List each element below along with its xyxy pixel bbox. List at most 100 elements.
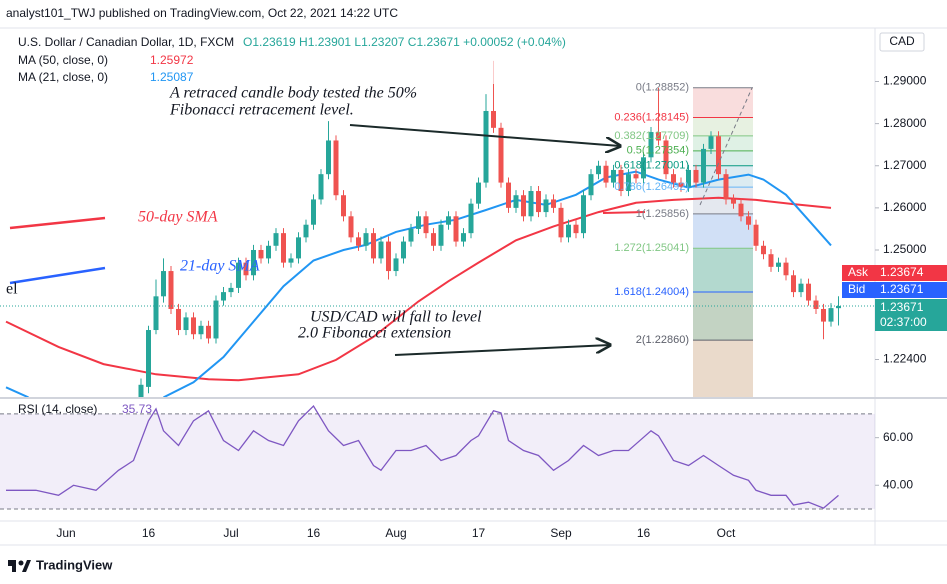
- legend-value: 1.25972: [150, 53, 194, 67]
- fib-label: 0.786(1.26492): [614, 181, 689, 193]
- rsi-value: 35.73: [122, 402, 152, 416]
- rsi-band: [0, 413, 875, 510]
- candle-body: [393, 258, 399, 272]
- candle-body: [483, 110, 489, 183]
- candle-body: [206, 325, 211, 339]
- x-tick-label: Jun: [56, 526, 75, 540]
- candle-body: [138, 384, 144, 397]
- candle-body: [176, 308, 181, 331]
- arrow: [394, 345, 610, 356]
- x-tick-label: 17: [472, 526, 486, 540]
- fib-label: 0.236(1.28145): [614, 111, 689, 123]
- candle-body: [168, 271, 174, 309]
- candle-body: [161, 271, 166, 297]
- candle-body: [528, 191, 534, 217]
- candle-body: [468, 203, 474, 234]
- candle-body: [333, 140, 339, 196]
- candle-body: [543, 199, 549, 213]
- fib-label: 2(1.22860): [636, 334, 689, 346]
- currency-box[interactable]: [879, 32, 925, 52]
- annotation: 21-day SMA: [180, 258, 260, 275]
- candle-body: [813, 300, 819, 309]
- fib-zone: [693, 291, 753, 341]
- candle-body: [768, 254, 774, 267]
- candle-body: [348, 216, 354, 238]
- fib-label: 1(1.25856): [636, 208, 689, 220]
- candle-body: [378, 241, 384, 259]
- candle-body: [821, 308, 826, 322]
- quote-value: 1.23674: [880, 265, 924, 279]
- candle-body: [656, 132, 661, 141]
- fib-zone: [693, 340, 753, 397]
- quote-bg: [842, 282, 947, 298]
- fib-zone: [693, 117, 753, 136]
- fib-label: 0.5(1.27354): [627, 145, 689, 157]
- y-tick-label: 1.22400: [883, 352, 927, 366]
- candle-body: [551, 199, 556, 208]
- candle-body: [671, 174, 676, 183]
- candle-body: [506, 182, 511, 208]
- candle-body: [828, 308, 834, 322]
- last-value: 1.23671: [880, 300, 924, 314]
- y-tick-label: 1.28000: [883, 116, 927, 130]
- fib-zone: [693, 87, 753, 118]
- ma-line: [5, 196, 832, 382]
- candle-body: [356, 237, 361, 246]
- x-tick-label: Oct: [717, 526, 736, 540]
- candle-body: [183, 317, 189, 331]
- drawn-line: [9, 216, 106, 230]
- x-tick-label: 16: [307, 526, 321, 540]
- y-tick-label: 1.25000: [883, 242, 927, 256]
- ohlc: O1.23619 H1.23901 L1.23207 C1.23671 +0.0…: [243, 35, 566, 49]
- candle-body: [723, 174, 729, 200]
- fib-label: 1.272(1.25041): [614, 242, 689, 254]
- brand: TradingView: [36, 557, 113, 572]
- candle-body: [731, 199, 736, 204]
- candle-body: [423, 216, 429, 234]
- candle-body: [446, 216, 451, 225]
- candle-body: [776, 262, 781, 267]
- candle-body: [708, 136, 714, 149]
- candle-body: [498, 127, 504, 183]
- drawn-line: [9, 266, 106, 285]
- fib-zone: [693, 135, 753, 151]
- candle-body: [408, 228, 414, 242]
- candle-body: [513, 195, 519, 208]
- candle-body: [213, 300, 219, 339]
- candle-body: [438, 224, 444, 246]
- annotation: 2.0 Fibonacci extension: [298, 325, 451, 342]
- currency[interactable]: CAD: [889, 34, 915, 48]
- legend-value: 1.25087: [150, 70, 194, 84]
- y-tick-label: 1.27000: [883, 158, 927, 172]
- candle-body: [558, 207, 564, 238]
- candle-body: [573, 224, 579, 234]
- quote-name: Ask: [848, 265, 869, 279]
- candle-body: [686, 169, 691, 187]
- candle-body: [476, 182, 481, 204]
- candle-body: [146, 330, 151, 387]
- candle-body: [371, 233, 376, 259]
- candle-body: [153, 296, 159, 331]
- y-tick-label: 1.26000: [883, 200, 927, 214]
- candle-body: [596, 165, 601, 175]
- candle-body: [266, 245, 271, 259]
- candle-body: [663, 140, 669, 175]
- candle-body: [716, 136, 721, 175]
- candle-body: [738, 203, 744, 217]
- candle-body: [836, 305, 841, 309]
- quote-value: 1.23671: [880, 282, 924, 296]
- candle-body: [618, 169, 624, 192]
- rsi-line: [6, 404, 839, 509]
- candle-body: [288, 258, 294, 263]
- publisher: analyst101_TWJ published on TradingView.…: [6, 6, 398, 20]
- annotation: USD/CAD will fall to level: [310, 309, 482, 326]
- candle-body: [491, 110, 496, 128]
- candle-body: [221, 292, 226, 301]
- candle-body: [536, 191, 541, 213]
- candle-body: [566, 224, 571, 238]
- candle-body: [243, 262, 249, 276]
- fib-label: 1.618(1.24004): [614, 286, 689, 298]
- symbol: U.S. Dollar / Canadian Dollar, 1D, FXCM: [18, 35, 234, 49]
- candle-body: [296, 237, 301, 259]
